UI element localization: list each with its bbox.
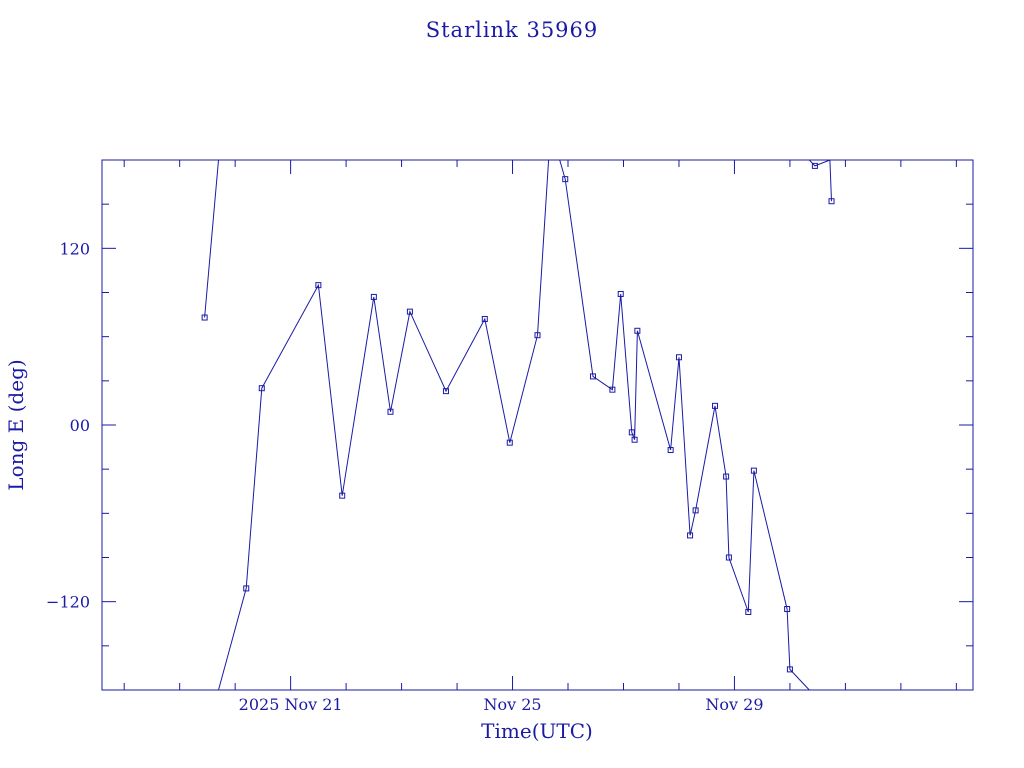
data-point — [745, 608, 752, 615]
data-point — [258, 385, 265, 392]
data-point — [609, 386, 616, 393]
data-point — [784, 606, 791, 613]
data-point — [675, 354, 682, 361]
data-point — [589, 373, 596, 380]
series-line — [204, 160, 219, 318]
data-point — [667, 447, 674, 454]
data-point — [370, 293, 377, 300]
y-tick-label: −120 — [46, 593, 90, 612]
data-point — [692, 507, 699, 514]
data-point — [725, 554, 732, 561]
data-series — [201, 160, 835, 690]
data-point — [506, 439, 513, 446]
series-line — [218, 160, 810, 690]
data-point — [828, 198, 835, 205]
chart-title: Starlink 35969 — [426, 18, 599, 42]
x-tick-label: 2025 Nov 21 — [239, 695, 343, 714]
series-line-group — [204, 160, 832, 690]
data-point — [387, 408, 394, 415]
y-tick-label: 120 — [59, 239, 90, 258]
data-point — [339, 492, 346, 499]
axis-tick-labels: −120 00 120 2025 Nov 21 Nov 25 Nov 29 — [46, 239, 763, 714]
axis-ticks — [102, 160, 973, 690]
data-point — [442, 388, 449, 395]
data-point — [315, 282, 322, 289]
data-point — [201, 314, 208, 321]
data-point — [631, 436, 638, 443]
y-axis-label: Long E (deg) — [4, 359, 28, 490]
data-point — [406, 308, 413, 315]
data-point — [628, 429, 635, 436]
data-point — [562, 176, 569, 183]
data-point — [811, 162, 818, 169]
data-point — [723, 473, 730, 480]
data-point — [481, 316, 488, 322]
data-point — [617, 290, 624, 297]
y-tick-label: 00 — [70, 416, 90, 435]
plot-frame — [101, 159, 974, 691]
data-point — [786, 666, 793, 673]
data-point — [634, 327, 641, 334]
data-point — [243, 585, 250, 592]
data-point — [750, 467, 757, 474]
x-axis-label: Time(UTC) — [481, 719, 593, 743]
data-point — [534, 332, 541, 339]
x-tick-label: Nov 29 — [705, 695, 763, 714]
x-tick-label: Nov 25 — [483, 695, 541, 714]
data-point — [712, 402, 719, 409]
data-point — [687, 532, 694, 539]
